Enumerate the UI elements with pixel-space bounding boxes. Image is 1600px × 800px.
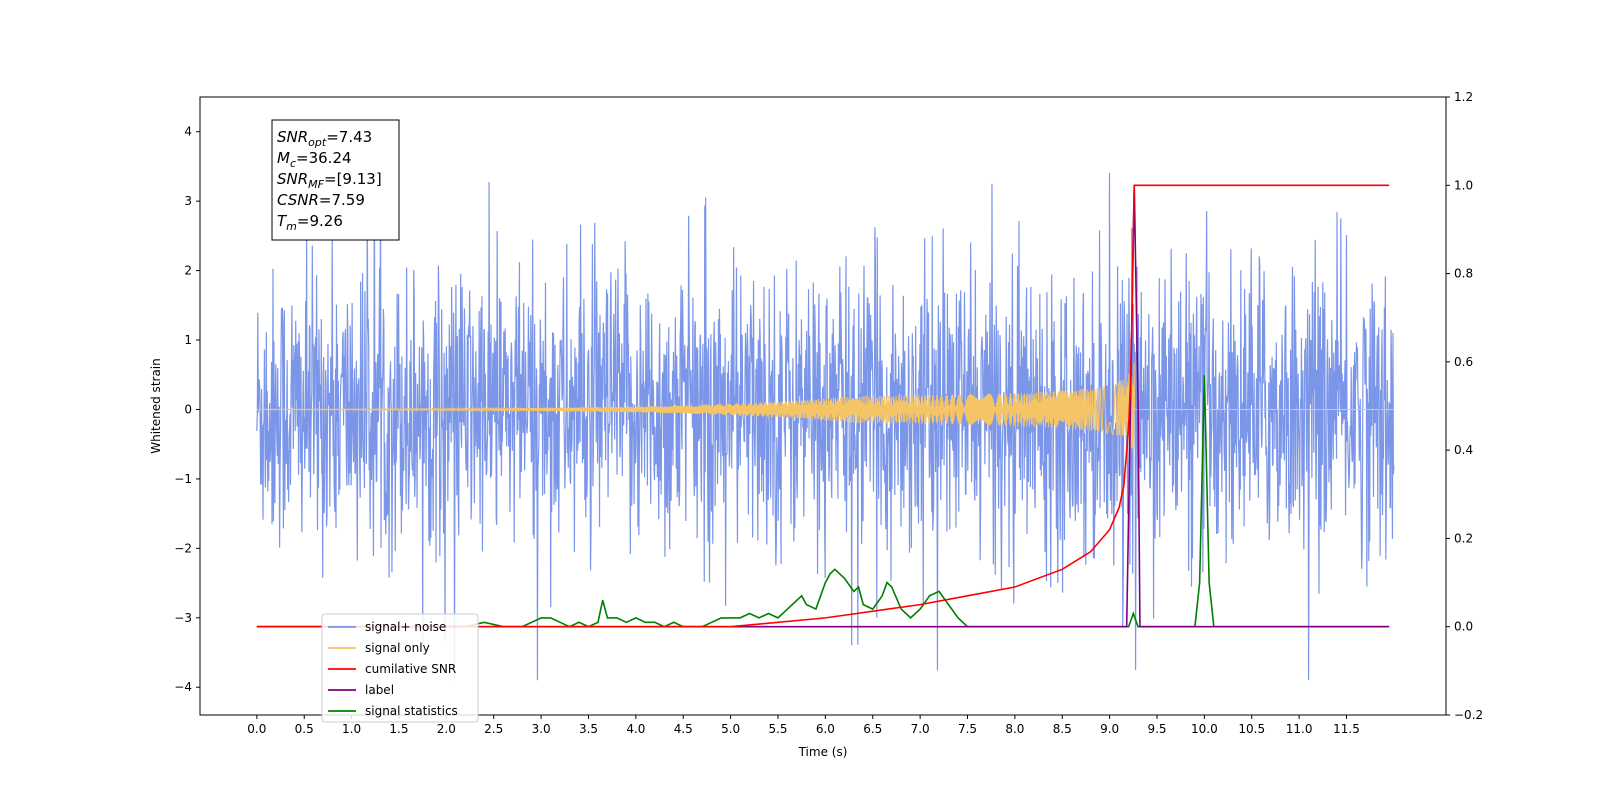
x-tick-label: 10.5 <box>1238 722 1265 736</box>
stats-box-line: SNRMF=[9.13] <box>277 170 382 191</box>
y-right-tick-label: 1.2 <box>1454 90 1473 104</box>
x-tick-label: 3.0 <box>532 722 551 736</box>
x-tick-label: 2.5 <box>484 722 503 736</box>
x-tick-label: 9.5 <box>1147 722 1166 736</box>
x-tick-label: 8.5 <box>1053 722 1072 736</box>
y-left-tick-label: 2 <box>184 264 192 278</box>
x-tick-label: 7.0 <box>911 722 930 736</box>
stats-box-line: CSNR=7.59 <box>277 191 365 209</box>
y-left-tick-label: −4 <box>174 680 192 694</box>
x-tick-label: 7.5 <box>958 722 977 736</box>
x-tick-label: 11.0 <box>1286 722 1313 736</box>
legend-box <box>321 613 479 723</box>
x-tick-label: 4.0 <box>626 722 645 736</box>
legend-entry: signal only <box>365 641 430 655</box>
y-left-tick-label: −2 <box>174 541 192 555</box>
x-tick-label: 1.0 <box>342 722 361 736</box>
stats-box <box>271 119 400 241</box>
y-right-tick-label: 0.8 <box>1454 267 1473 281</box>
plot-frame <box>199 96 1447 716</box>
x-tick-label: 3.5 <box>579 722 598 736</box>
x-tick-label: 6.5 <box>863 722 882 736</box>
x-axis-label: Time (s) <box>798 745 848 759</box>
x-tick-label: 5.0 <box>721 722 740 736</box>
y-left-tick-label: 0 <box>184 402 192 416</box>
x-tick-label: 1.5 <box>389 722 408 736</box>
legend-entry: signal+ noise <box>365 620 446 634</box>
x-tick-label: 4.5 <box>674 722 693 736</box>
x-tick-label: 9.0 <box>1100 722 1119 736</box>
legend-entry: signal statistics <box>365 704 458 718</box>
x-tick-label: 10.0 <box>1191 722 1218 736</box>
x-tick-label: 2.0 <box>437 722 456 736</box>
legend-entry: label <box>365 683 394 697</box>
x-tick-label: 0.0 <box>247 722 266 736</box>
y-right-tick-label: 1.0 <box>1454 178 1473 192</box>
x-tick-label: 5.5 <box>768 722 787 736</box>
y-left-tick-label: 4 <box>184 125 192 139</box>
y-right-tick-label: 0.2 <box>1454 531 1473 545</box>
y-right-tick-label: −0.2 <box>1454 708 1483 722</box>
y-right-tick-label: 0.6 <box>1454 355 1473 369</box>
x-tick-label: 0.5 <box>295 722 314 736</box>
y-left-tick-label: −1 <box>174 472 192 486</box>
y-left-tick-label: 1 <box>184 333 192 347</box>
y-axis-label: Whitened strain <box>149 358 163 454</box>
legend-entry: cumilative SNR <box>365 662 456 676</box>
stats-box-line: SNRopt=7.43 <box>277 128 372 149</box>
y-right-tick-label: 0.0 <box>1454 620 1473 634</box>
stats-box-line: Tm=9.26 <box>277 212 343 233</box>
x-tick-label: 6.0 <box>816 722 835 736</box>
series-signal-noise-line <box>256 145 1395 681</box>
stats-box-line: Mc=36.24 <box>277 149 352 170</box>
x-tick-label: 8.0 <box>1005 722 1024 736</box>
series-cumulative-snr-line <box>256 184 1390 628</box>
x-tick-label: 11.5 <box>1333 722 1360 736</box>
y-right-tick-label: 0.4 <box>1454 443 1473 457</box>
y-left-tick-label: 3 <box>184 194 192 208</box>
y-left-tick-label: −3 <box>174 611 192 625</box>
